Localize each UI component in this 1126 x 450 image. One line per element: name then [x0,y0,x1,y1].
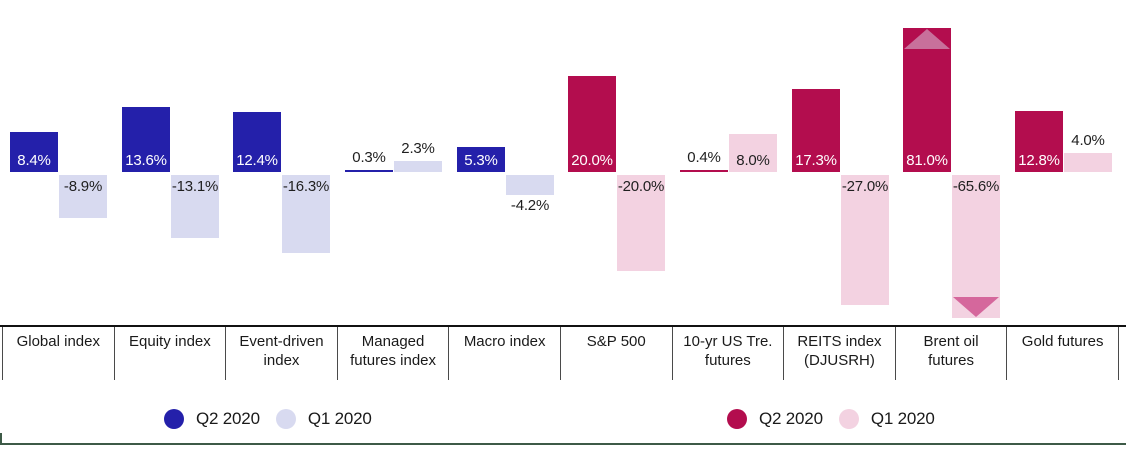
bar-value-label: 13.6% [125,152,167,169]
bar-q2-2020 [680,170,728,172]
legend-swatch-icon [275,409,296,429]
bar-value-label: 81.0% [906,152,948,169]
bar-value-label: -20.0% [617,178,665,195]
footer-accent-stub [0,433,2,444]
legend-item: Q1 2020 [275,409,372,429]
category-label: Equity index [113,327,226,380]
bar-q2-2020: 12.8% [1015,111,1063,172]
legend-market-benchmarks: Q2 2020 Q1 2020 [727,409,935,429]
bar-chart: 8.4% -8.9% 13.6% -13.1% 12.4% -16.3% 0.3% 2.3% 5… [10,28,1112,318]
category-label: S&P 500 [559,327,672,380]
legend-swatch-icon [838,409,859,429]
bar-q2-2020: 17.3% [792,89,840,172]
footer-accent-line [0,443,1126,445]
category-label: Event-driven index [225,327,337,380]
bar-value-label: -27.0% [841,178,889,195]
bar-q2-2020: 20.0% [568,76,616,172]
legend-swatch-icon [164,409,184,429]
off-scale-up-arrow-icon [904,29,950,49]
category-label: Gold futures [1006,327,1119,380]
category-label: Brent oil futures [894,327,1007,380]
legend-label: Q1 2020 [307,409,372,428]
bar-value-label: -65.6% [952,178,1000,195]
bar-value-label: -4.2% [510,197,550,214]
bar-value-label: 8.0% [736,152,770,169]
bar-q1-2020: -8.9% [59,175,107,218]
bar-q1-2020 [1064,153,1112,172]
bar-q2-2020: 13.6% [122,107,170,172]
bar-q1-2020: -16.3% [282,175,330,253]
bar-value-label: -13.1% [171,178,219,195]
legend-swatch-icon [727,409,747,429]
bar-value-label: -8.9% [63,178,103,195]
legend-hedge-fund-indices: Q2 2020 Q1 2020 [164,409,372,429]
bar-q2-2020: 12.4% [233,112,281,172]
bar-q1-2020 [506,175,554,195]
bar-value-label: 12.4% [236,152,278,169]
bar-q1-2020 [394,161,442,172]
bar-value-label: 8.4% [17,152,51,169]
legend-item: Q1 2020 [838,409,935,429]
bar-q2-2020: 5.3% [457,147,505,172]
category-label: Macro index [448,327,560,380]
category-label: REITS index (DJUSRH) [783,327,895,380]
bar-q1-2020: -65.6% [952,175,1000,318]
category-axis: Global index Equity index Event-driven ind… [0,325,1126,380]
off-scale-down-arrow-icon [953,297,999,317]
category-row: Global index Equity index Event-driven ind… [2,327,1119,380]
bar-value-label: 0.4% [687,149,721,166]
bar-value-label: 5.3% [464,152,498,169]
legend-item: Q2 2020 [164,409,260,429]
bar-value-label: 20.0% [571,152,613,169]
bar-value-label: -16.3% [282,178,330,195]
category-label: 10-yr US Tre. futures [671,327,784,380]
bar-value-label: 0.3% [352,149,386,166]
bar-q2-2020: 81.0% [903,28,951,172]
category-label: Global index [2,327,114,380]
bar-value-label: 2.3% [401,140,435,157]
bar-value-label: 17.3% [795,152,837,169]
bar-q2-2020 [345,170,393,172]
bar-q1-2020: -20.0% [617,175,665,271]
legend-item: Q2 2020 [727,409,823,429]
bar-q2-2020: 8.4% [10,132,58,172]
bar-value-label: 4.0% [1071,132,1105,149]
legend-label: Q1 2020 [870,409,935,428]
bar-q1-2020: -27.0% [841,175,889,305]
legend-label: Q2 2020 [759,409,823,428]
legend-label: Q2 2020 [196,409,260,428]
bar-value-label: 12.8% [1018,152,1060,169]
category-label: Managed futures index [336,327,449,380]
bar-q1-2020: -13.1% [171,175,219,238]
bar-q1-2020: 8.0% [729,134,777,172]
